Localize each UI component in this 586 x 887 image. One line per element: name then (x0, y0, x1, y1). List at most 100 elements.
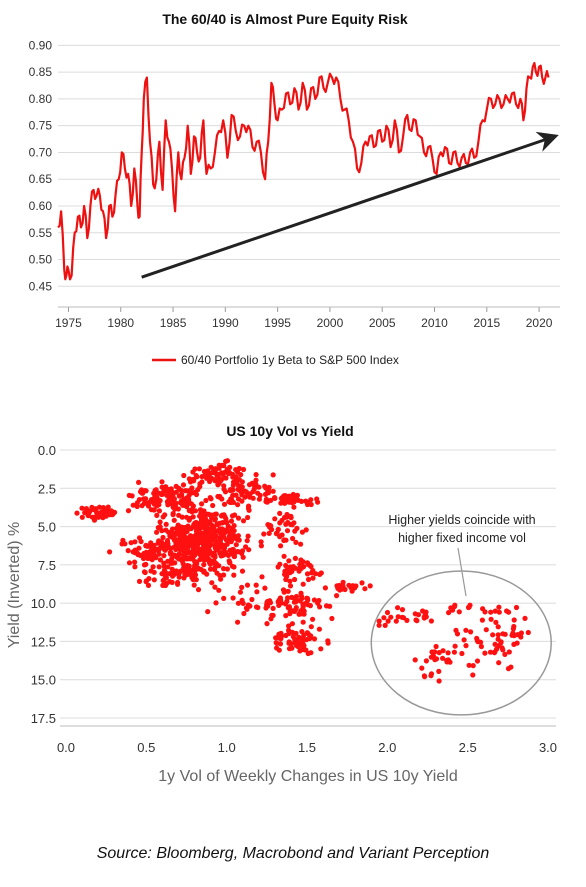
scatter-point (362, 586, 368, 592)
x-tick-label: 2000 (317, 316, 344, 330)
scatter-point (230, 595, 236, 601)
vol-yield-y-axis-label: Yield (Inverted) % (6, 522, 23, 649)
scatter-point (148, 498, 154, 504)
scatter-point (287, 493, 293, 499)
scatter-point (281, 537, 287, 543)
scatter-point (291, 504, 297, 510)
scatter-point (221, 475, 227, 481)
scatter-point (143, 561, 149, 568)
scatter-point (289, 621, 295, 627)
scatter-point (173, 500, 179, 506)
scatter-point (235, 549, 241, 555)
scatter-point (440, 655, 446, 661)
scatter-point (209, 580, 215, 586)
scatter-point (208, 475, 215, 481)
scatter-point (483, 627, 489, 633)
scatter-point (308, 650, 314, 656)
scatter-point (163, 527, 169, 533)
scatter-point (293, 495, 300, 502)
scatter-point (180, 482, 187, 488)
scatter-point (233, 542, 239, 548)
scatter-point (187, 500, 193, 506)
scatter-point (511, 617, 517, 623)
scatter-point (161, 553, 167, 559)
scatter-point (263, 499, 269, 505)
scatter-point (432, 649, 438, 655)
y-tick-label: 0.50 (29, 253, 53, 267)
scatter-point (171, 517, 177, 523)
scatter-point (293, 539, 299, 546)
y-tick-label: 2.5 (38, 481, 56, 496)
scatter-point (156, 546, 162, 552)
scatter-point (201, 468, 207, 475)
scatter-point (212, 584, 218, 590)
scatter-point (239, 484, 245, 490)
scatter-point (445, 650, 451, 656)
scatter-point (207, 566, 214, 572)
scatter-point (149, 543, 155, 549)
y-tick-label: 0.0 (38, 443, 56, 458)
scatter-point (304, 595, 311, 602)
scatter-point (186, 508, 192, 514)
scatter-point (196, 466, 202, 472)
legend-label: 60/40 Portfolio 1y Beta to S&P 500 Index (181, 353, 399, 367)
scatter-point (192, 563, 198, 569)
x-tick-label: 2010 (421, 316, 448, 330)
scatter-point (286, 604, 292, 610)
scatter-point (282, 493, 288, 499)
scatter-point (218, 513, 225, 519)
scatter-point (506, 649, 512, 655)
x-tick-label: 2005 (369, 316, 396, 330)
scatter-point (184, 514, 190, 520)
scatter-point (308, 633, 314, 639)
scatter-point (146, 576, 152, 582)
beta-chart-gridlines (58, 44, 560, 287)
scatter-point (190, 514, 196, 520)
source-note: Source: Bloomberg, Macrobond and Variant… (96, 845, 490, 862)
scatter-point (240, 518, 247, 524)
scatter-point (148, 568, 154, 574)
scatter-point (496, 660, 502, 666)
scatter-point (244, 493, 250, 499)
scatter-point (122, 541, 128, 547)
scatter-point (466, 604, 472, 610)
scatter-point (182, 525, 188, 531)
x-tick-label: 2020 (526, 316, 553, 330)
scatter-point (304, 499, 310, 505)
scatter-point (412, 611, 418, 617)
scatter-point (194, 540, 200, 546)
scatter-point (74, 510, 80, 516)
x-tick-label: 0.5 (137, 740, 155, 755)
beta-series-line (57, 61, 550, 281)
scatter-point (210, 552, 216, 558)
y-tick-label: 5.0 (38, 520, 56, 535)
scatter-point (317, 604, 323, 610)
scatter-point (276, 647, 282, 653)
y-tick-label: 0.80 (29, 92, 53, 106)
scatter-point (264, 621, 270, 627)
scatter-point (169, 579, 175, 586)
scatter-point (422, 674, 428, 680)
x-tick-label: 2.5 (459, 740, 477, 755)
scatter-point (224, 566, 230, 572)
scatter-point (284, 511, 290, 518)
scatter-point (488, 616, 494, 622)
scatter-point (163, 542, 169, 548)
scatter-point (135, 551, 141, 558)
scatter-point (173, 483, 179, 489)
scatter-point (388, 614, 394, 620)
scatter-point (258, 543, 264, 549)
scatter-point (293, 605, 299, 611)
scatter-point (105, 511, 111, 517)
scatter-point (399, 614, 405, 620)
scatter-point (474, 658, 481, 664)
scatter-point (211, 542, 218, 548)
scatter-point (143, 488, 149, 494)
scatter-point (231, 572, 237, 578)
scatter-point (159, 484, 165, 490)
scatter-point (192, 489, 198, 495)
scatter-point (478, 643, 484, 650)
scatter-point (138, 538, 144, 545)
scatter-point (281, 553, 287, 559)
scatter-point (278, 500, 284, 506)
